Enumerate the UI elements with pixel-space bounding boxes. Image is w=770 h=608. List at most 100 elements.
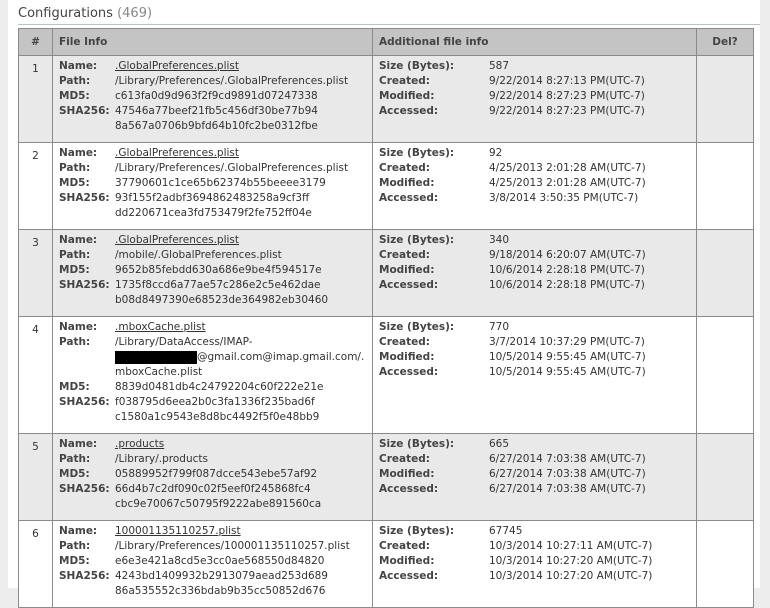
table-row: 3 Name: .GlobalPreferences.plist Path: /mobi… (18, 229, 754, 317)
sha256-label: SHA256: (59, 483, 110, 495)
size-value: 67745 (489, 525, 523, 537)
modified-value: 10/5/2014 9:55:45 AM(UTC-7) (489, 351, 646, 363)
file-name-link[interactable]: .mboxCache.plist (115, 321, 206, 333)
accessed-label: Accessed: (379, 483, 439, 495)
md5-label: MD5: (59, 90, 90, 102)
path-value: /Library/Preferences/.GlobalPreferences.… (115, 75, 349, 87)
path-value: /Library/.products (115, 453, 208, 465)
row-number: 3 (18, 229, 53, 317)
file-info-cell: Name: .mboxCache.plist Path: /Library/DataA… (52, 316, 373, 434)
col-additional-info[interactable]: Additional file info (372, 28, 697, 56)
accessed-value: 9/22/2014 8:27:23 PM(UTC-7) (489, 105, 645, 117)
file-info-cell: Name: .GlobalPreferences.plist Path: /Libra… (52, 142, 373, 230)
path-value: /Library/DataAccess/IMAP- (115, 336, 253, 348)
created-label: Created: (379, 75, 430, 87)
accessed-label: Accessed: (379, 105, 439, 117)
modified-label: Modified: (379, 555, 435, 567)
title-text: Configurations (18, 6, 113, 21)
name-label: Name: (59, 525, 98, 537)
modified-value: 6/27/2014 7:03:38 AM(UTC-7) (489, 468, 646, 480)
file-name-link[interactable]: .GlobalPreferences.plist (115, 147, 240, 159)
accessed-label: Accessed: (379, 279, 439, 291)
col-file-info[interactable]: File Info (52, 28, 373, 56)
delete-cell[interactable] (696, 142, 754, 230)
delete-cell[interactable] (696, 433, 754, 521)
file-name-link[interactable]: 100001135110257.plist (115, 525, 241, 537)
md5-value: 9652b85febdd630a686e9be4f594517e (115, 264, 322, 276)
additional-info-cell: Size (Bytes): 340 Created: 9/18/2014 6:20:0… (372, 229, 697, 317)
col-number[interactable]: # (18, 28, 53, 56)
sha256-value-2: 8a567a0706b9bfd64b10fc2be0312fbe (115, 120, 318, 132)
row-number: 4 (18, 316, 53, 434)
md5-label: MD5: (59, 177, 90, 189)
size-value: 587 (489, 60, 510, 72)
row-number: 2 (18, 142, 53, 230)
created-label: Created: (379, 162, 430, 174)
md5-value: 8839d0481db4c24792204c60f222e21e (115, 381, 324, 393)
modified-label: Modified: (379, 90, 435, 102)
name-label: Name: (59, 321, 98, 333)
file-name-link[interactable]: .GlobalPreferences.plist (115, 234, 240, 246)
modified-value: 10/3/2014 10:27:20 AM(UTC-7) (489, 555, 653, 567)
sha256-value-2: b08d8497390e68523de364982eb30460 (115, 294, 329, 306)
sha256-value-1: 47546a77beef21fb5c456df30be77b94 (115, 105, 318, 117)
path-label: Path: (59, 540, 91, 552)
created-value: 3/7/2014 10:37:29 PM(UTC-7) (489, 336, 645, 348)
created-value: 10/3/2014 10:27:11 AM(UTC-7) (489, 540, 653, 552)
sha256-label: SHA256: (59, 105, 110, 117)
size-label: Size (Bytes): (379, 525, 455, 537)
delete-cell[interactable] (696, 55, 754, 143)
file-name-link[interactable]: .products (115, 438, 165, 450)
path-label: Path: (59, 249, 91, 261)
size-label: Size (Bytes): (379, 438, 455, 450)
file-info-cell: Name: .products Path: /Library/.products MD5… (52, 433, 373, 521)
row-number: 5 (18, 433, 53, 521)
path-label: Path: (59, 453, 91, 465)
modified-label: Modified: (379, 468, 435, 480)
md5-value: e6e3e421a8cd5e3cc0ae568550d84820 (115, 555, 325, 567)
path-label: Path: (59, 162, 91, 174)
sha256-label: SHA256: (59, 192, 110, 204)
path-value: /Library/Preferences/100001135110257.pli… (115, 540, 350, 552)
title-count: (469) (117, 6, 153, 21)
delete-cell[interactable] (696, 229, 754, 317)
col-delete[interactable]: Del? (696, 28, 754, 56)
path-value: /mobile/.GlobalPreferences.plist (115, 249, 282, 261)
created-value: 9/18/2014 6:20:07 AM(UTC-7) (489, 249, 646, 261)
size-value: 92 (489, 147, 503, 159)
additional-info-cell: Size (Bytes): 587 Created: 9/22/2014 8:27:1… (372, 55, 697, 143)
modified-value: 4/25/2013 2:01:28 AM(UTC-7) (489, 177, 646, 189)
size-value: 770 (489, 321, 510, 333)
sha256-value-2: cbc9e70067c50795f9222abe891560ca (115, 498, 322, 510)
md5-label: MD5: (59, 264, 90, 276)
sha256-value-1: 93f155f2adbf3694862483258a9cf3ff (115, 192, 310, 204)
delete-cell[interactable] (696, 316, 754, 434)
divider (18, 24, 760, 25)
sha256-label: SHA256: (59, 279, 110, 291)
created-label: Created: (379, 540, 430, 552)
modified-label: Modified: (379, 264, 435, 276)
size-label: Size (Bytes): (379, 234, 455, 246)
path-value: /Library/Preferences/.GlobalPreferences.… (115, 162, 349, 174)
file-name-link[interactable]: .GlobalPreferences.plist (115, 60, 240, 72)
modified-label: Modified: (379, 177, 435, 189)
file-info-cell: Name: .GlobalPreferences.plist Path: /mobil… (52, 229, 373, 317)
table-header: # File Info Additional file info Del? (18, 28, 754, 56)
accessed-value: 10/6/2014 2:28:18 PM(UTC-7) (489, 279, 645, 291)
additional-info-cell: Size (Bytes): 67745 Created: 10/3/2014 10:2… (372, 520, 697, 608)
sha256-value-2: c1580a1c9543e8d8bc4492f5f0e48bb9 (115, 411, 320, 423)
table-row: 2 Name: .GlobalPreferences.plist Path: /Libr… (18, 142, 754, 230)
modified-value: 10/6/2014 2:28:18 PM(UTC-7) (489, 264, 645, 276)
sha256-label: SHA256: (59, 570, 110, 582)
created-value: 6/27/2014 7:03:38 AM(UTC-7) (489, 453, 646, 465)
file-info-cell: Name: 100001135110257.plist Path: /Library/… (52, 520, 373, 608)
delete-cell[interactable] (696, 520, 754, 608)
size-label: Size (Bytes): (379, 321, 455, 333)
sha256-value-2: 86a535552c336bdab9b35cc50852d676 (115, 585, 326, 597)
md5-label: MD5: (59, 468, 90, 480)
name-label: Name: (59, 60, 98, 72)
md5-label: MD5: (59, 555, 90, 567)
additional-info-cell: Size (Bytes): 770 Created: 3/7/2014 10:37:2… (372, 316, 697, 434)
sha256-label: SHA256: (59, 396, 110, 408)
table-row: 6 Name: 100001135110257.plist Path: /Library… (18, 520, 754, 608)
